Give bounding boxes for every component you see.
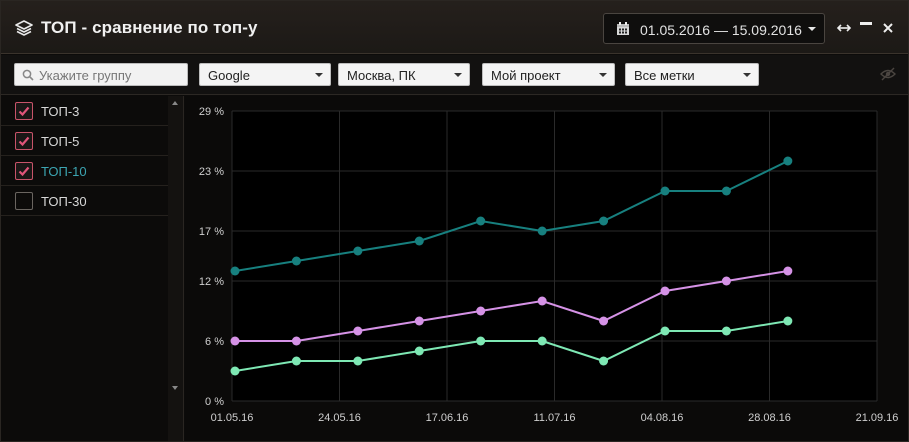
search-icon — [22, 69, 34, 81]
region-select-value: Москва, ПК — [347, 68, 416, 83]
check-icon — [18, 136, 30, 147]
tags-select-value: Все метки — [634, 68, 695, 83]
data-point-top10 — [230, 266, 240, 276]
series-list-scrollbar[interactable] — [168, 96, 183, 441]
data-point-top10 — [353, 246, 363, 256]
scroll-up-arrow-icon[interactable] — [172, 101, 178, 105]
data-point-top5 — [476, 306, 486, 316]
series-item-top3[interactable]: ТОП-3 — [1, 96, 168, 126]
scroll-down-arrow-icon[interactable] — [172, 386, 178, 390]
group-search[interactable] — [14, 63, 188, 86]
y-tick-label: 12 % — [199, 276, 224, 288]
chevron-down-icon — [599, 73, 607, 77]
calendar-icon — [617, 22, 629, 35]
data-point-top5 — [537, 296, 547, 306]
data-point-top3 — [230, 366, 240, 376]
minimize-icon[interactable] — [859, 19, 873, 37]
chevron-down-icon — [315, 73, 323, 77]
data-point-top10 — [721, 186, 731, 196]
x-tick-label: 21.09.16 — [856, 412, 899, 424]
data-point-top5 — [414, 316, 424, 326]
data-point-top10 — [599, 216, 609, 226]
y-tick-label: 0 % — [205, 396, 224, 408]
title-bar: ТОП - сравнение по топ-у 01.05.2016 — 15… — [1, 1, 908, 54]
data-point-top3 — [291, 356, 301, 366]
layers-icon — [15, 20, 33, 36]
y-tick-label: 6 % — [205, 336, 224, 348]
data-point-top5 — [783, 266, 793, 276]
tags-select[interactable]: Все метки — [625, 63, 759, 86]
series-item-top5[interactable]: ТОП-5 — [1, 126, 168, 156]
engine-select[interactable]: Google — [199, 63, 331, 86]
series-line-top10 — [234, 160, 789, 272]
project-select-value: Мой проект — [491, 68, 561, 83]
series-line-top5 — [235, 270, 789, 342]
region-select[interactable]: Москва, ПК — [338, 63, 470, 86]
engine-select-value: Google — [208, 68, 250, 83]
filter-bar: Google Москва, ПК Мой проект Все метки — [1, 55, 908, 95]
close-icon[interactable] — [881, 19, 895, 37]
chevron-down-icon — [808, 27, 816, 31]
y-tick-label: 29 % — [199, 106, 224, 118]
date-range-value: 01.05.2016 — 15.09.2016 — [640, 22, 802, 38]
data-point-top3 — [476, 336, 486, 346]
window-title: ТОП - сравнение по топ-у — [41, 18, 258, 37]
series-label: ТОП-10 — [41, 164, 87, 179]
data-point-top3 — [721, 326, 731, 336]
series-checkbox[interactable] — [15, 102, 33, 120]
series-label: ТОП-3 — [41, 104, 80, 119]
x-tick-label: 01.05.16 — [211, 412, 254, 424]
data-point-top3 — [353, 356, 363, 366]
series-item-top30[interactable]: ТОП-30 — [1, 186, 168, 216]
data-point-top3 — [414, 346, 424, 356]
y-tick-label: 17 % — [199, 226, 224, 238]
series-label: ТОП-30 — [41, 194, 87, 209]
series-checkbox[interactable] — [15, 192, 33, 210]
line-chart: 0 % 6 % 12 % 17 % 23 % 29 % 01.05.16 24.05.16 17… — [199, 106, 899, 424]
series-list: ТОП-3 ТОП-5 ТОП-10 ТОП-30 — [1, 96, 184, 441]
search-input[interactable] — [39, 67, 184, 83]
data-point-top10 — [414, 236, 424, 246]
data-point-top10 — [783, 156, 793, 166]
x-tick-label: 04.08.16 — [641, 412, 684, 424]
data-point-top3 — [537, 336, 547, 346]
series-checkbox[interactable] — [15, 132, 33, 150]
data-point-top10 — [476, 216, 486, 226]
data-point-top3 — [599, 356, 609, 366]
series-label: ТОП-5 — [41, 134, 80, 149]
series-item-top10[interactable]: ТОП-10 — [1, 156, 168, 186]
expand-icon[interactable] — [836, 19, 852, 37]
data-point-top5 — [353, 326, 363, 336]
check-icon — [18, 166, 30, 177]
data-point-top10 — [291, 256, 301, 266]
data-point-top5 — [660, 286, 670, 296]
chevron-down-icon — [454, 73, 462, 77]
data-point-top5 — [721, 276, 731, 286]
data-point-top5 — [599, 316, 609, 326]
eye-slash-icon[interactable] — [880, 67, 896, 81]
check-icon — [18, 106, 30, 117]
data-point-top5 — [291, 336, 301, 346]
x-tick-label: 17.06.16 — [426, 412, 469, 424]
x-tick-label: 28.08.16 — [748, 412, 791, 424]
data-point-top10 — [537, 226, 547, 236]
data-point-top10 — [660, 186, 670, 196]
data-point-top5 — [230, 336, 240, 346]
series-checkbox[interactable] — [15, 162, 33, 180]
x-tick-label: 24.05.16 — [318, 412, 361, 424]
date-range-picker[interactable]: 01.05.2016 — 15.09.2016 — [603, 13, 825, 44]
y-tick-label: 23 % — [199, 166, 224, 178]
project-select[interactable]: Мой проект — [482, 63, 615, 86]
x-tick-label: 11.07.16 — [533, 412, 575, 424]
data-point-top3 — [660, 326, 670, 336]
series-line-top3 — [234, 320, 789, 372]
chevron-down-icon — [743, 73, 751, 77]
chart-area: 0 % 6 % 12 % 17 % 23 % 29 % 01.05.16 24.05.16 17… — [185, 96, 908, 441]
data-point-top3 — [783, 316, 793, 326]
